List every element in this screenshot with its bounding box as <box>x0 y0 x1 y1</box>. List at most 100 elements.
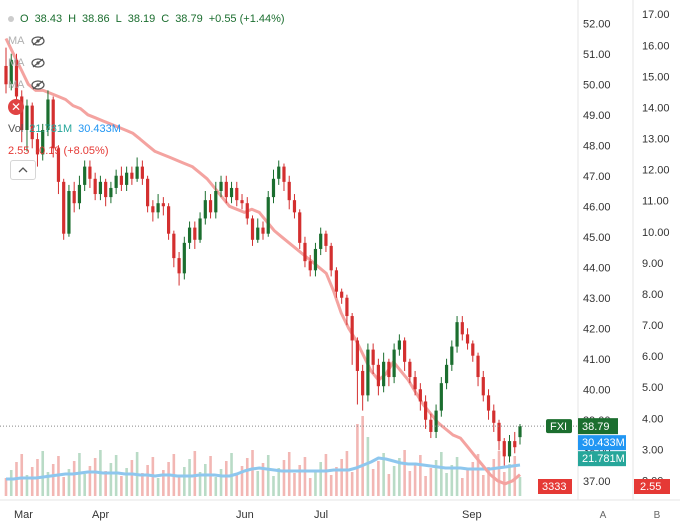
candle-body <box>497 422 501 442</box>
candle-body <box>355 340 360 371</box>
volume-bar <box>167 462 170 496</box>
volume-bar <box>455 457 459 496</box>
volume-bar <box>403 450 406 496</box>
volume-bar <box>130 460 134 496</box>
volume-bar <box>62 477 65 496</box>
candle-body <box>208 200 213 213</box>
candle-body <box>62 181 66 234</box>
candle-body <box>486 395 491 411</box>
ma-label: MA <box>8 79 25 91</box>
indicator-right-badge-text: 2.55 <box>640 481 661 493</box>
volume-bar <box>251 450 254 496</box>
collapse-legend-button[interactable] <box>10 160 36 180</box>
volume-bar <box>450 465 454 496</box>
indicator-left-badge <box>538 479 572 494</box>
candle-body <box>193 227 197 240</box>
volume-bar <box>361 416 364 496</box>
ma-row-1[interactable]: MA <box>8 30 285 52</box>
indicator-tick-label: 13.00 <box>642 134 670 146</box>
price-tick-label: 48.00 <box>583 140 611 152</box>
symbol-badge <box>546 419 572 434</box>
candle-body <box>408 361 412 378</box>
volume-bar <box>261 463 265 496</box>
candle-body <box>403 340 407 362</box>
volume-bar <box>461 478 464 496</box>
indicator-tick-label: 15.00 <box>642 71 670 83</box>
volume-bar <box>67 469 71 496</box>
price-tick-label: 40.00 <box>583 384 611 396</box>
candle-body <box>56 148 61 182</box>
indicator-tick-label: 4.00 <box>642 413 663 425</box>
candle-body <box>198 218 202 240</box>
volume-bar <box>93 458 97 496</box>
indicator-tick-label: 17.00 <box>642 9 670 21</box>
candle-body <box>303 242 307 262</box>
candle-body <box>471 343 475 356</box>
indicator-tick-label: 12.00 <box>642 165 670 177</box>
candle-body <box>214 191 218 213</box>
auto-scale-button[interactable]: A <box>599 509 607 521</box>
volume-bar <box>83 474 86 496</box>
candle-body <box>235 187 239 201</box>
ma-label: MA <box>8 57 25 69</box>
price-tick-label: 52.00 <box>583 18 611 30</box>
eye-hidden-icon[interactable] <box>30 36 45 46</box>
volume-bar <box>371 469 375 496</box>
price-tick-label: 41.00 <box>583 354 611 366</box>
indicator-tick-label: 3.00 <box>642 444 663 456</box>
volume-bar <box>277 468 281 496</box>
volume-bar <box>162 470 165 496</box>
candle-body <box>277 166 281 179</box>
volume-ma-line <box>6 456 521 481</box>
low-value: 38.19 <box>127 13 156 25</box>
close-label: C <box>161 13 170 25</box>
candle-body <box>125 172 129 185</box>
volume-bar <box>245 458 249 496</box>
volume-bar <box>319 462 322 496</box>
volume-badge-text: 21.781M <box>582 453 625 465</box>
eye-hidden-icon[interactable] <box>30 80 45 90</box>
candle-body <box>83 166 87 185</box>
candle-body <box>371 349 375 365</box>
volume-bar <box>120 476 123 496</box>
candle-body <box>450 346 454 365</box>
candle-body <box>434 410 438 432</box>
volume-bar <box>476 454 480 496</box>
candle-body <box>476 355 480 378</box>
remove-indicator-icon[interactable]: ✕ <box>8 99 24 115</box>
volume-bar <box>114 455 118 496</box>
candle-body <box>30 105 34 140</box>
volume-bar <box>298 465 302 496</box>
candle-body <box>392 349 396 378</box>
volume-bar <box>293 473 296 496</box>
volume-bar <box>256 471 260 496</box>
volume-value-1: 21.781M <box>29 123 73 135</box>
log-scale-button[interactable]: B <box>653 509 661 521</box>
candle-body <box>140 166 144 179</box>
candle-body <box>513 441 517 448</box>
candle-body <box>229 187 234 198</box>
candle-body <box>423 401 428 420</box>
time-tick-label: Sep <box>462 509 482 521</box>
remove-row: ✕ <box>8 96 285 118</box>
price-tick-label: 47.00 <box>583 171 611 183</box>
volume-bar <box>51 464 55 496</box>
volume-ma-badge <box>578 435 626 451</box>
volume-bar <box>88 466 92 496</box>
candle-body <box>292 200 297 213</box>
volume-bar <box>308 478 312 496</box>
candle-body <box>518 426 522 438</box>
eye-hidden-icon[interactable] <box>30 58 45 68</box>
candle-body <box>219 181 223 191</box>
volume-bar <box>382 453 385 496</box>
price-badge-text: 38.79 <box>582 421 610 433</box>
candle-body <box>261 227 265 234</box>
candle-body <box>382 361 386 387</box>
volume-bar <box>72 461 76 496</box>
ma-row-3[interactable]: MA <box>8 74 285 96</box>
ma-row-2[interactable]: MA <box>8 52 285 74</box>
candle-body <box>151 206 155 213</box>
price-tick-label: 49.00 <box>583 110 611 122</box>
candle-body <box>67 191 71 234</box>
